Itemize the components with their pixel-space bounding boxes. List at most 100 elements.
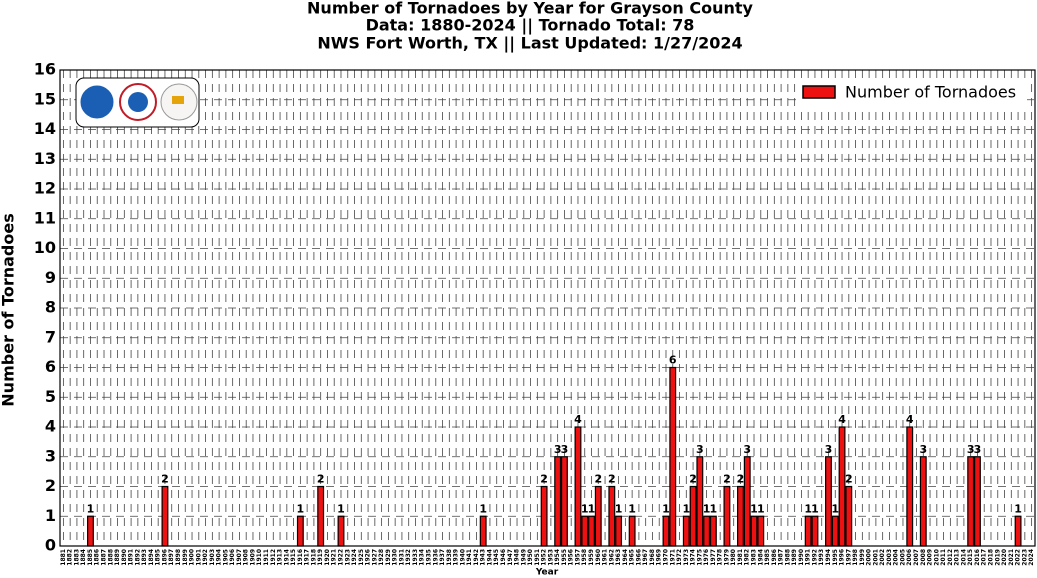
x-tick-label: 1945 — [493, 549, 500, 566]
y-tick-label: 9 — [45, 268, 56, 287]
x-tick-label: 1912 — [270, 549, 277, 566]
x-tick-label: 1906 — [229, 549, 236, 566]
y-tick-label: 14 — [34, 119, 56, 138]
x-tick-label: 2011 — [940, 549, 947, 566]
x-tick-label: 1970 — [662, 549, 669, 566]
x-tick-label: 1890 — [121, 549, 128, 566]
x-tick-label: 1949 — [520, 549, 527, 566]
legend-label: Number of Tornadoes — [845, 83, 1016, 102]
x-tick-label: 1996 — [839, 549, 846, 566]
x-tick-label: 1952 — [541, 549, 548, 566]
bar — [831, 515, 839, 547]
bar — [161, 485, 169, 547]
bar — [594, 485, 602, 547]
x-tick-label: 2008 — [920, 549, 927, 566]
y-tick-label: 5 — [45, 387, 56, 406]
x-tick-label: 1888 — [107, 549, 114, 566]
x-tick-label: 1917 — [304, 549, 311, 566]
bar — [906, 426, 914, 547]
bar — [296, 515, 304, 547]
x-tick-label: 1994 — [825, 549, 832, 566]
data-label: 1 — [581, 502, 589, 515]
data-label: 2 — [594, 473, 602, 486]
x-tick-label: 2009 — [927, 549, 934, 566]
x-tick-label: 1962 — [608, 549, 615, 566]
x-axis-label: Year — [535, 568, 559, 578]
x-tick-label: 2018 — [987, 549, 994, 566]
x-tick-label: 1928 — [378, 549, 385, 566]
x-tick-label: 2020 — [1001, 549, 1008, 566]
bar — [540, 485, 548, 547]
data-label: 2 — [540, 473, 548, 486]
x-tick-label: 2012 — [947, 549, 954, 566]
x-tick-label: 1907 — [236, 549, 243, 566]
x-tick-label: 1958 — [581, 549, 588, 566]
y-tick-label: 15 — [34, 89, 56, 108]
data-label: 1 — [757, 502, 765, 515]
data-label: 1 — [662, 502, 670, 515]
data-label: 6 — [669, 354, 677, 367]
bar — [838, 426, 846, 547]
x-tick-label: 1978 — [717, 549, 724, 566]
y-tick-label: 1 — [45, 506, 56, 525]
bar — [709, 515, 717, 547]
bar — [588, 515, 595, 547]
x-tick-label: 1889 — [114, 549, 121, 566]
bar — [737, 485, 744, 547]
bar — [581, 515, 589, 547]
x-tick-label: 1993 — [818, 549, 825, 566]
x-tick-label: 1913 — [277, 549, 284, 566]
legend-swatch — [802, 85, 836, 99]
x-tick-label: 1929 — [385, 549, 392, 566]
x-tick-label: 1904 — [216, 549, 223, 566]
x-tick-label: 1922 — [337, 549, 344, 566]
x-tick-label: 1921 — [331, 549, 338, 566]
y-tick-label: 4 — [45, 417, 56, 436]
x-tick-label: 1955 — [561, 549, 568, 566]
data-label: 1 — [804, 502, 812, 515]
x-tick-label: 2005 — [899, 549, 906, 566]
data-label: 2 — [608, 473, 616, 486]
x-tick-label: 1899 — [182, 549, 189, 566]
x-tick-label: 1960 — [595, 549, 602, 566]
x-tick-label: 1953 — [547, 549, 554, 566]
x-tick-label: 2010 — [933, 549, 940, 566]
bar — [669, 366, 677, 547]
x-tick-label: 1940 — [459, 549, 466, 566]
x-tick-label: 1914 — [283, 549, 290, 566]
x-tick-label: 1956 — [568, 549, 575, 566]
x-tick-label: 1898 — [175, 549, 182, 566]
bar — [757, 515, 765, 547]
x-tick-label: 1939 — [453, 549, 460, 566]
data-label: 1 — [1014, 502, 1022, 515]
x-tick-label: 1966 — [635, 549, 642, 566]
data-label: 2 — [723, 473, 731, 486]
x-tick-label: 1881 — [60, 549, 67, 566]
data-label: 1 — [682, 502, 690, 515]
data-label: 1 — [750, 502, 758, 515]
chart-subtitle: Data: 1880-2024 || Tornado Total: 78 — [366, 16, 695, 36]
y-tick-label: 6 — [45, 357, 56, 376]
x-tick-label: 1998 — [852, 549, 859, 566]
bar — [845, 485, 853, 547]
y-tick-label: 8 — [45, 298, 56, 317]
data-label: 3 — [825, 443, 833, 456]
x-tick-label: 1971 — [669, 549, 676, 566]
x-tick-label: 2007 — [913, 549, 920, 566]
y-tick-label: 0 — [45, 536, 56, 555]
x-tick-label: 1930 — [392, 549, 399, 566]
bar — [804, 515, 812, 547]
x-tick-label: 2015 — [967, 549, 974, 566]
x-tick-label: 2000 — [866, 549, 873, 566]
y-tick-label: 13 — [34, 149, 56, 168]
x-tick-label: 1887 — [101, 549, 108, 566]
x-tick-label: 1923 — [344, 549, 351, 566]
data-label: 3 — [974, 443, 982, 456]
x-tick-label: 1926 — [365, 549, 372, 566]
x-tick-label: 1950 — [527, 549, 534, 566]
data-label: 2 — [161, 473, 169, 486]
bar — [87, 515, 94, 547]
x-tick-label: 1982 — [744, 549, 751, 566]
x-tick-label: 1967 — [642, 549, 649, 566]
x-tick-label: 1886 — [94, 549, 101, 566]
